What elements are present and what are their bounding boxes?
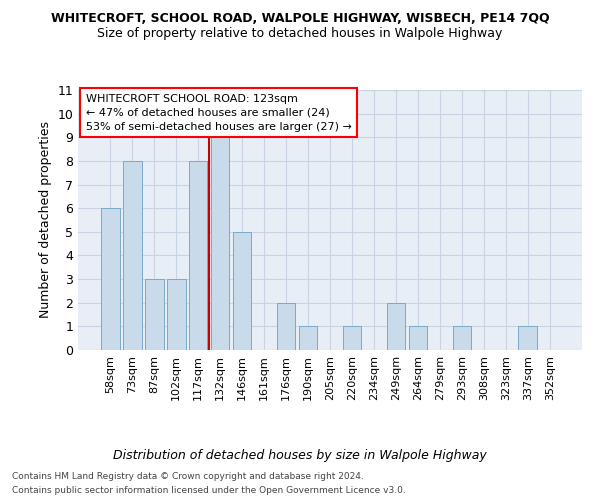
Bar	[233, 232, 251, 350]
Text: Contains HM Land Registry data © Crown copyright and database right 2024.: Contains HM Land Registry data © Crown c…	[12, 472, 364, 481]
Bar	[518, 326, 537, 350]
Bar	[386, 302, 405, 350]
Y-axis label: Number of detached properties: Number of detached properties	[39, 122, 52, 318]
Bar	[189, 161, 208, 350]
Text: WHITECROFT, SCHOOL ROAD, WALPOLE HIGHWAY, WISBECH, PE14 7QQ: WHITECROFT, SCHOOL ROAD, WALPOLE HIGHWAY…	[50, 12, 550, 26]
Text: Size of property relative to detached houses in Walpole Highway: Size of property relative to detached ho…	[97, 28, 503, 40]
Bar	[299, 326, 317, 350]
Bar	[167, 279, 185, 350]
Text: WHITECROFT SCHOOL ROAD: 123sqm
← 47% of detached houses are smaller (24)
53% of : WHITECROFT SCHOOL ROAD: 123sqm ← 47% of …	[86, 94, 352, 132]
Bar	[277, 302, 295, 350]
Bar	[409, 326, 427, 350]
Text: Distribution of detached houses by size in Walpole Highway: Distribution of detached houses by size …	[113, 450, 487, 462]
Bar	[101, 208, 119, 350]
Bar	[211, 138, 229, 350]
Text: Contains public sector information licensed under the Open Government Licence v3: Contains public sector information licen…	[12, 486, 406, 495]
Bar	[123, 161, 142, 350]
Bar	[452, 326, 471, 350]
Bar	[343, 326, 361, 350]
Bar	[145, 279, 164, 350]
